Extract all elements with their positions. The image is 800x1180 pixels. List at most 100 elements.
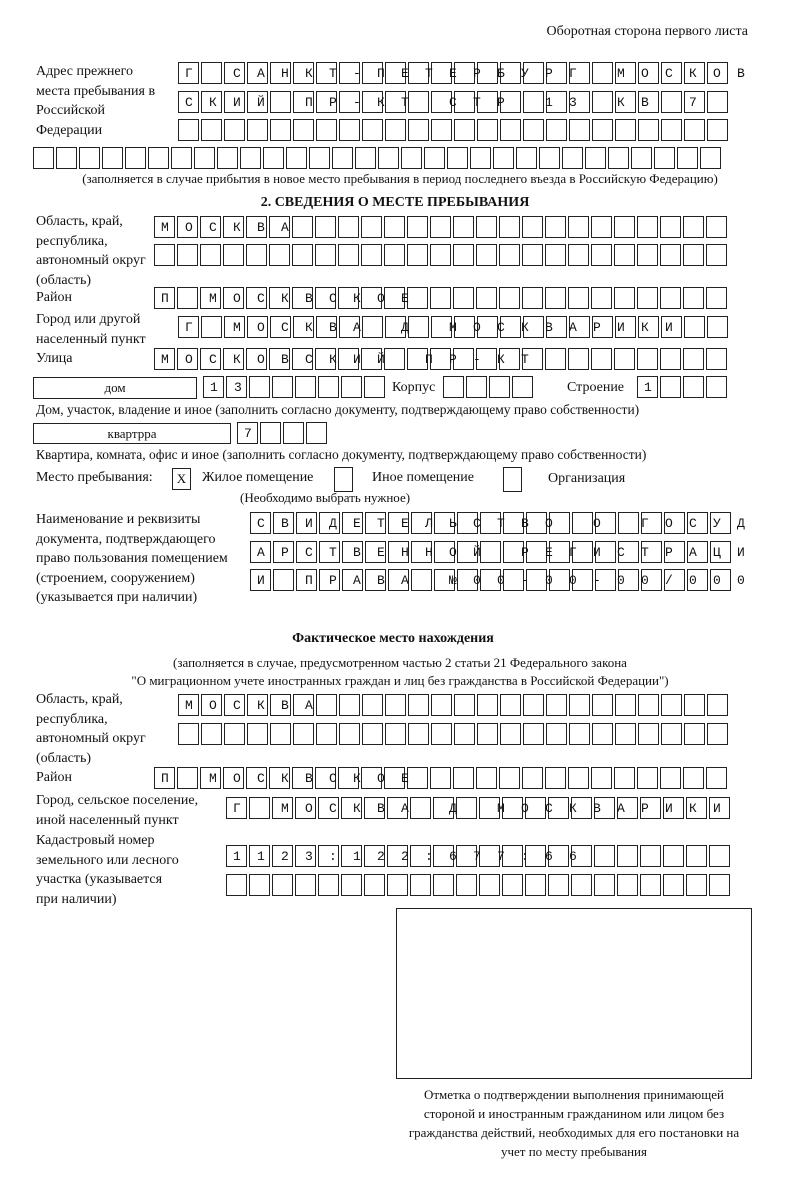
char-cell[interactable] [223,767,244,789]
option-residential-checkbox[interactable]: X [172,468,191,490]
char-cell[interactable] [683,287,704,309]
char-cell[interactable] [378,147,399,169]
char-cell[interactable] [247,723,268,745]
char-cell[interactable] [585,147,606,169]
char-cell[interactable] [638,91,659,113]
char-cell[interactable] [361,767,382,789]
house-type-field[interactable]: дом [33,377,197,399]
char-cell[interactable] [660,287,681,309]
char-cell[interactable] [407,216,428,238]
char-cell[interactable] [201,91,222,113]
char-cell[interactable] [569,316,590,338]
char-cell[interactable] [661,723,682,745]
char-cell[interactable] [545,767,566,789]
char-cell[interactable] [315,216,336,238]
char-cell[interactable] [385,119,406,141]
char-cell[interactable] [477,316,498,338]
char-cell[interactable] [545,244,566,266]
char-cell[interactable] [223,287,244,309]
char-cell[interactable] [663,845,684,867]
char-cell[interactable] [362,91,383,113]
char-cell[interactable] [201,694,222,716]
char-cell[interactable] [638,694,659,716]
char-cell[interactable] [476,767,497,789]
char-cell[interactable] [684,62,705,84]
char-cell[interactable] [526,541,547,563]
char-cell[interactable] [707,694,728,716]
char-cell[interactable] [273,569,294,591]
char-cell[interactable] [283,422,304,444]
char-cell[interactable] [503,569,524,591]
char-cell[interactable] [592,723,613,745]
char-cell[interactable] [454,694,475,716]
char-cell[interactable] [339,723,360,745]
char-cell[interactable] [430,244,451,266]
char-cell[interactable] [408,91,429,113]
char-cell[interactable] [263,147,284,169]
char-cell[interactable] [638,316,659,338]
char-cell[interactable] [617,797,638,819]
char-cell[interactable] [384,244,405,266]
char-cell[interactable] [250,541,271,563]
char-cell[interactable] [456,845,477,867]
char-cell[interactable] [431,62,452,84]
char-cell[interactable] [315,287,336,309]
char-cell[interactable] [272,376,293,398]
char-cell[interactable] [339,62,360,84]
char-cell[interactable] [384,216,405,238]
char-cell[interactable] [710,569,731,591]
char-cell[interactable] [594,797,615,819]
char-cell[interactable] [545,216,566,238]
char-cell[interactable] [217,147,238,169]
char-cell[interactable] [476,244,497,266]
char-cell[interactable] [341,376,362,398]
char-cell[interactable] [154,216,175,238]
char-cell[interactable] [654,147,675,169]
char-cell[interactable] [240,147,261,169]
house-number-field[interactable]: 13 [203,376,387,399]
district-field[interactable]: П МОСКВСКОЕ [154,287,729,310]
char-cell[interactable] [223,348,244,370]
char-cell[interactable] [249,874,270,896]
char-cell[interactable] [592,316,613,338]
char-cell[interactable] [407,767,428,789]
char-cell[interactable] [178,723,199,745]
char-cell[interactable] [79,147,100,169]
char-cell[interactable] [247,91,268,113]
char-cell[interactable] [522,216,543,238]
document-row-1[interactable]: СВИДЕТЕЛЬСТВО О ГОСУД [250,512,745,535]
char-cell[interactable] [709,797,730,819]
char-cell[interactable] [640,874,661,896]
char-cell[interactable] [293,316,314,338]
char-cell[interactable] [362,316,383,338]
char-cell[interactable] [568,348,589,370]
char-cell[interactable] [614,216,635,238]
char-cell[interactable] [293,723,314,745]
char-cell[interactable] [476,216,497,238]
char-cell[interactable] [411,512,432,534]
char-cell[interactable] [684,119,705,141]
char-cell[interactable] [293,62,314,84]
char-cell[interactable] [341,797,362,819]
char-cell[interactable] [401,147,422,169]
char-cell[interactable] [661,62,682,84]
char-cell[interactable] [706,376,727,398]
option-other-premises-checkbox[interactable] [334,467,353,492]
char-cell[interactable] [614,767,635,789]
char-cell[interactable] [433,797,454,819]
char-cell[interactable] [677,147,698,169]
char-cell[interactable] [315,244,336,266]
char-cell[interactable] [618,512,639,534]
char-cell[interactable] [178,91,199,113]
cadastral-row-1[interactable]: 1123:122:677:66 [226,845,732,868]
char-cell[interactable] [686,874,707,896]
char-cell[interactable] [315,348,336,370]
building-field[interactable]: 1 [637,376,729,399]
char-cell[interactable] [273,541,294,563]
char-cell[interactable] [477,694,498,716]
char-cell[interactable] [249,797,270,819]
char-cell[interactable] [664,541,685,563]
char-cell[interactable] [637,348,658,370]
char-cell[interactable] [269,216,290,238]
char-cell[interactable] [499,216,520,238]
